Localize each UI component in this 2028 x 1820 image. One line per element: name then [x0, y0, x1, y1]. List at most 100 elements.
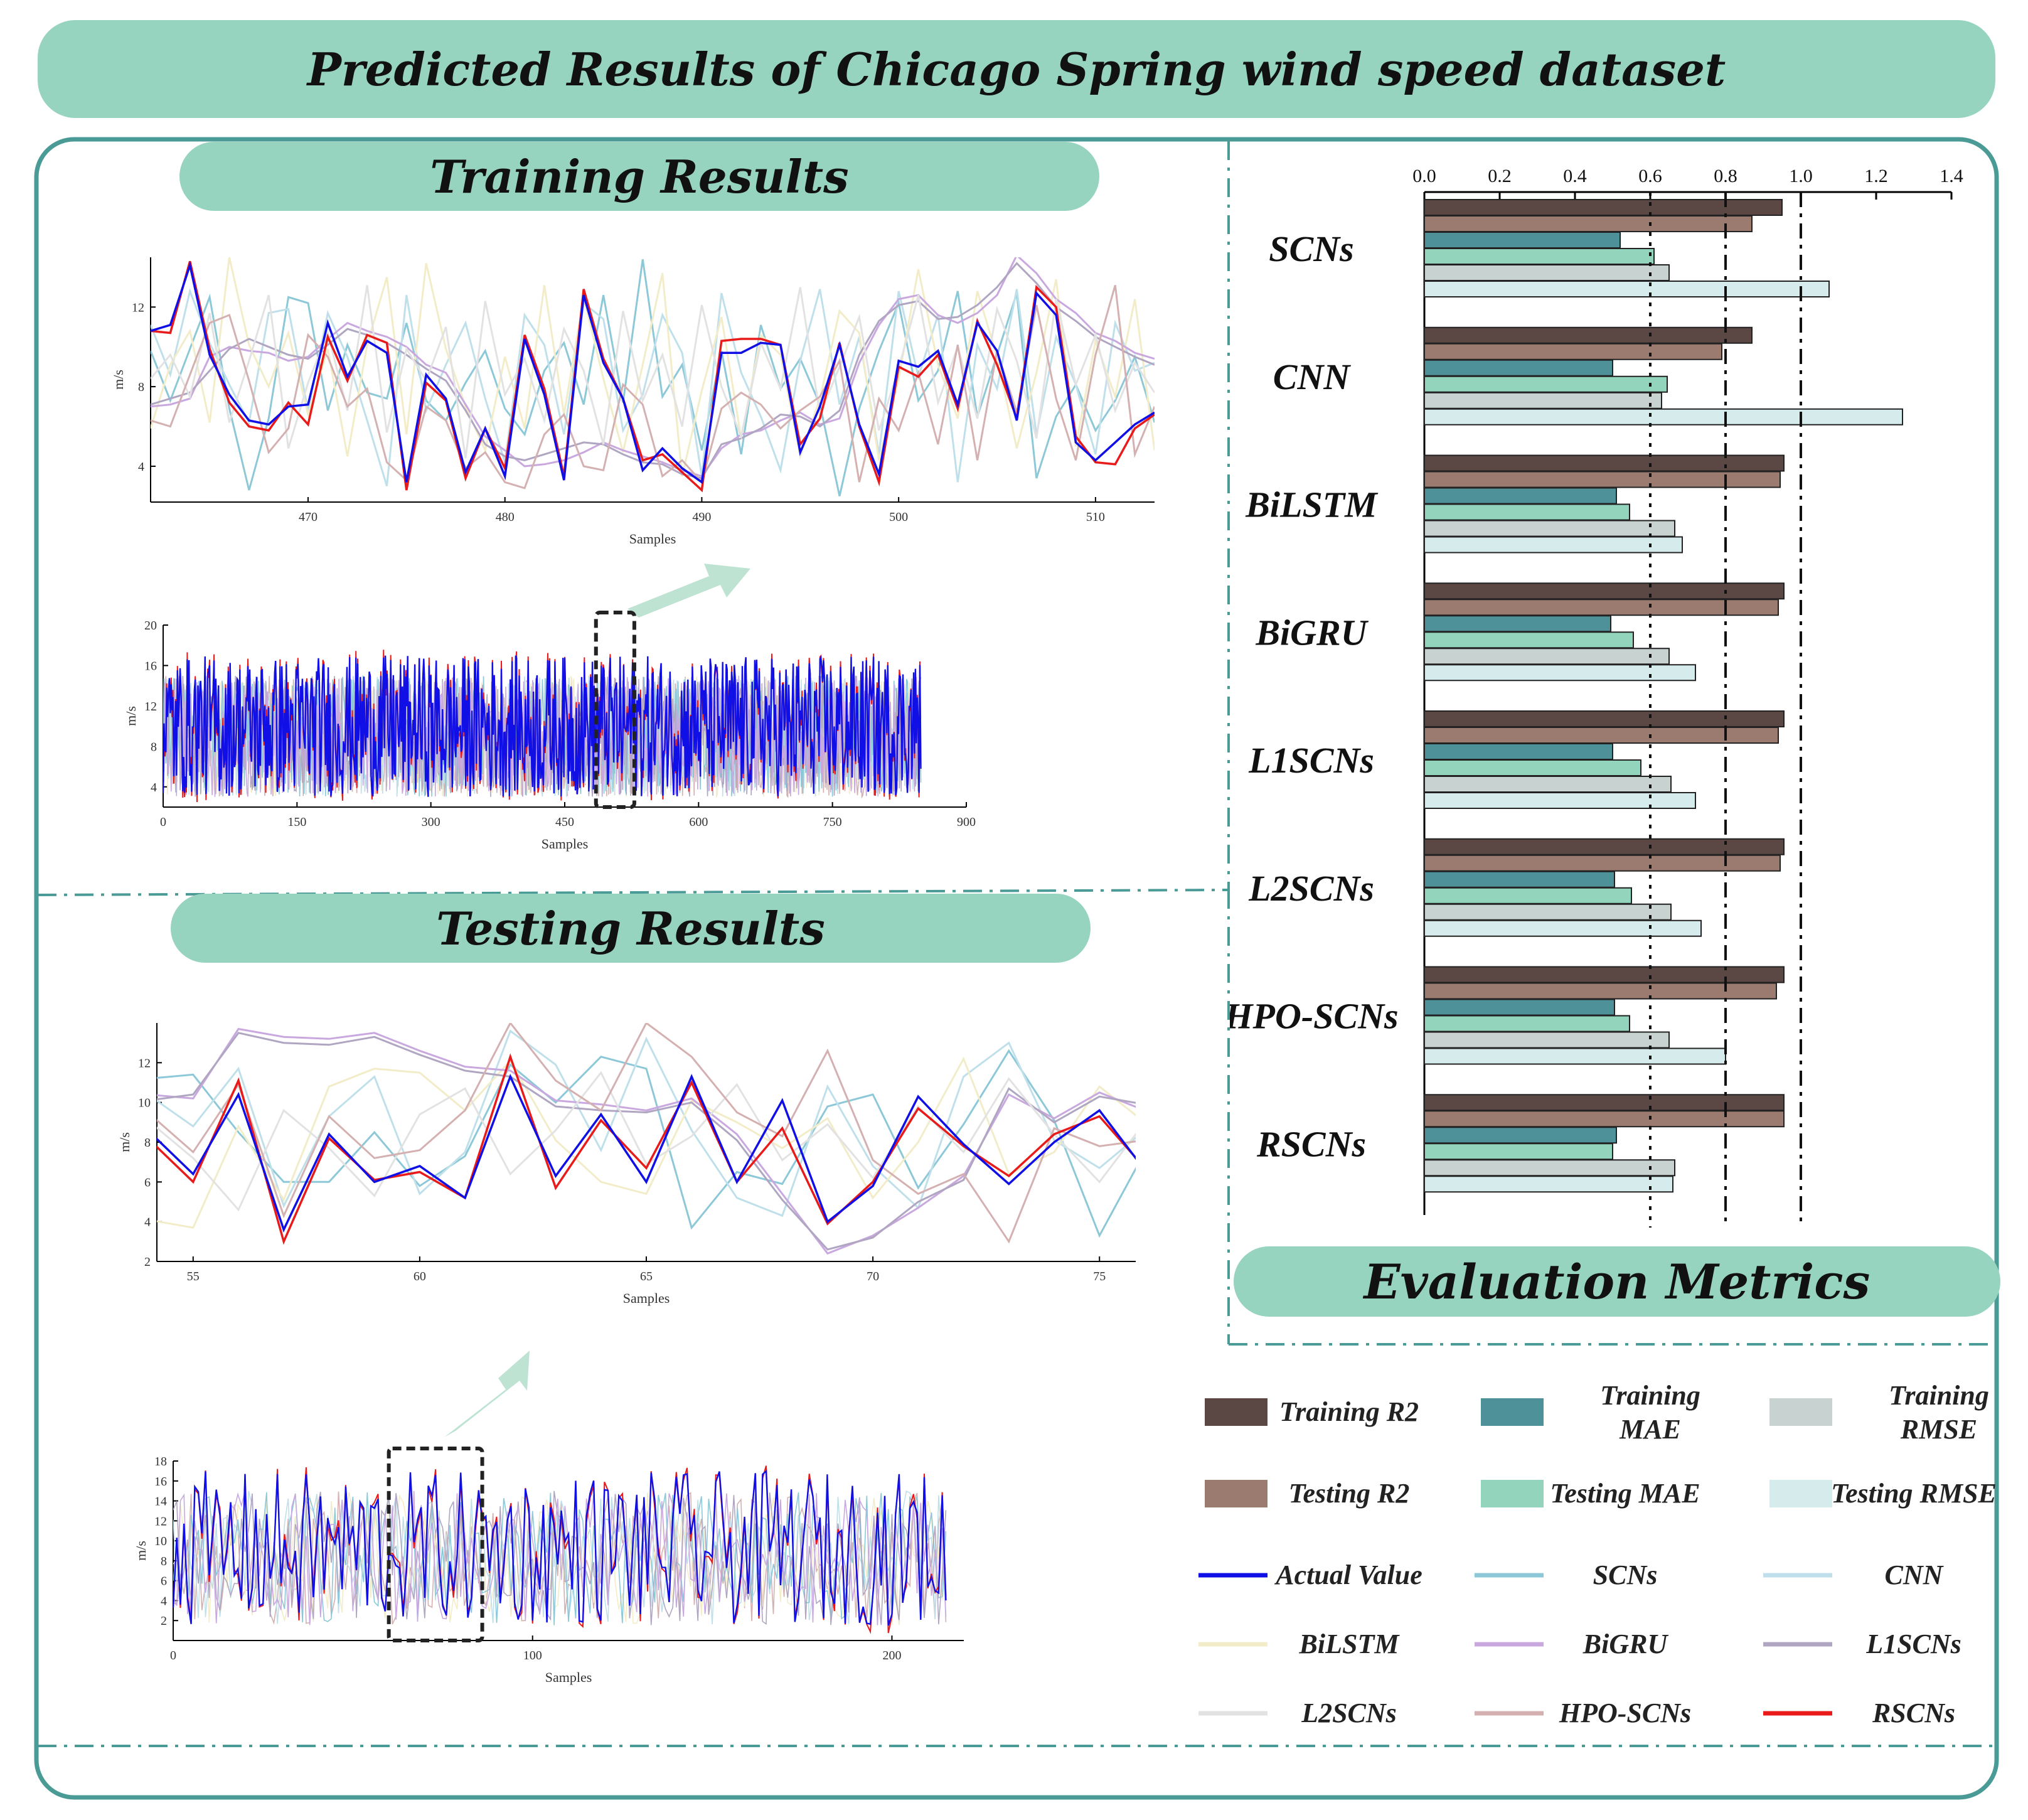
legend-label: BiLSTM: [1299, 1629, 1401, 1659]
y-tick-label: 4: [138, 460, 144, 474]
category-label: L1SCNs: [1248, 740, 1374, 781]
metric-bar: [1424, 919, 1702, 937]
metric-bar: [1424, 776, 1672, 793]
metric-bar: [1424, 743, 1613, 760]
evaluation-metrics-header: Evaluation Metrics: [1234, 1246, 2000, 1317]
metric-bar: [1424, 248, 1655, 265]
x-tick-label: 1.0: [1789, 166, 1813, 186]
metric-bar: [1424, 199, 1783, 216]
x-tick-label: 500: [889, 510, 908, 524]
x-tick-label: 480: [496, 510, 515, 524]
metric-bar: [1424, 966, 1785, 983]
metric-bar: [1424, 1159, 1675, 1177]
x-axis-label: Samples: [629, 531, 676, 547]
rscns-series-line: [151, 260, 1155, 493]
legend-label: CNN: [1885, 1560, 1945, 1590]
x-axis-label: Samples: [542, 836, 589, 852]
x-tick-label: 600: [689, 815, 708, 829]
metric-bar: [1424, 408, 1903, 426]
x-tick-label: 0.8: [1714, 166, 1737, 186]
legend-label: Training RMSE: [1889, 1380, 1989, 1445]
legend-swatch: [1205, 1480, 1268, 1507]
legend-item: Testing MAE: [1481, 1478, 1700, 1509]
page-title: Predicted Results of Chicago Spring wind…: [38, 20, 1995, 118]
x-tick-label: 1.4: [1940, 166, 1963, 186]
metric-bar: [1424, 392, 1662, 409]
metric-bar: [1424, 1143, 1613, 1160]
metric-bar: [1424, 887, 1632, 904]
x-axis-label: Samples: [623, 1290, 670, 1306]
zoom-arrow-train: [627, 564, 750, 618]
rscns-series-line: [157, 1053, 1136, 1245]
x-tick-label: 750: [823, 815, 842, 829]
metric-bar: [1424, 1175, 1673, 1193]
legend-item: BiGRU: [1475, 1629, 1668, 1659]
metric-bar: [1424, 536, 1683, 554]
metric-bar: [1424, 648, 1670, 665]
actual-series-line: [157, 1073, 1136, 1233]
y-tick-label: 12: [132, 301, 144, 314]
actual-series-line: [163, 655, 922, 797]
x-tick-label: 55: [187, 1270, 200, 1283]
model-series-line: [157, 1029, 1136, 1218]
model-series-line: [151, 262, 1155, 479]
series-group: [173, 1465, 947, 1634]
metric-bar: [1424, 870, 1615, 888]
category-label: BiGRU: [1255, 612, 1369, 653]
metric-bar: [1424, 326, 1753, 344]
legend-label: Testing R2: [1289, 1478, 1410, 1509]
legend-label: Actual Value: [1274, 1560, 1422, 1590]
metric-bar: [1424, 1031, 1670, 1049]
category-label: SCNs: [1269, 228, 1353, 269]
metric-bar: [1424, 982, 1777, 1000]
y-tick-label: 8: [161, 1555, 167, 1568]
model-series-line: [151, 285, 1155, 459]
training-results-header: Training Results: [179, 142, 1099, 211]
metric-bar: [1424, 343, 1722, 360]
y-tick-label: 12: [144, 700, 157, 714]
category-label: CNN: [1273, 356, 1352, 397]
metric-bar: [1424, 503, 1630, 521]
metrics-bar-chart: 0.0 0.2 0.4 0.6 0.8 1.0 1.2 1.4 SCNs CNN BiLSTM BiG…: [1230, 166, 1963, 1228]
metric-bar: [1424, 710, 1785, 727]
training-zoom-chart: 470 480 490 500 510 4 8 12 Samples m/s: [110, 257, 1155, 547]
x-tick-label: 470: [299, 510, 318, 524]
x-tick-label: 0.0: [1412, 166, 1436, 186]
metric-bar: [1424, 582, 1785, 600]
legend-item: HPO-SCNs: [1475, 1698, 1691, 1728]
metric-bar: [1424, 1094, 1785, 1111]
zoom-window-box: [594, 611, 636, 809]
legend-label: L1SCNs: [1865, 1629, 1961, 1659]
y-tick-label: 4: [161, 1594, 167, 1608]
legend-label: Training MAE: [1600, 1380, 1700, 1445]
model-series-line: [157, 1032, 1136, 1251]
metric-bar: [1424, 792, 1696, 809]
y-tick-label: 10: [154, 1534, 167, 1548]
metric-bar: [1424, 281, 1830, 297]
y-tick-label: 10: [138, 1096, 151, 1110]
legend-label: SCNs: [1593, 1560, 1658, 1590]
metric-bar: [1424, 838, 1785, 855]
x-tick-label: 0: [160, 815, 166, 829]
metric-bar: [1424, 520, 1675, 537]
zoom-arrow-test: [444, 1351, 530, 1437]
x-tick-label: 200: [882, 1649, 901, 1662]
legend-item: Training MAE: [1481, 1380, 1700, 1445]
x-tick-label: 100: [523, 1649, 542, 1662]
y-axis-label: m/s: [117, 1132, 132, 1152]
x-tick-label: 150: [287, 815, 306, 829]
legend-label: Testing MAE: [1550, 1478, 1700, 1509]
legend-label: L2SCNs: [1301, 1698, 1397, 1728]
category-label: L2SCNs: [1248, 868, 1374, 909]
legend-swatch: [1769, 1398, 1832, 1426]
y-tick-label: 4: [144, 1216, 151, 1229]
x-tick-label: 65: [640, 1270, 653, 1283]
y-tick-label: 8: [138, 380, 144, 394]
model-series-line: [151, 284, 1155, 490]
x-tick-label: 510: [1086, 510, 1105, 524]
category-label: RSCNs: [1256, 1123, 1366, 1164]
y-tick-label: 14: [154, 1495, 167, 1509]
model-series-line: [157, 1071, 1136, 1212]
testing-full-chart: 0 100 200 2 4 6 8 10 12 14 16 18 Samples m/s: [133, 1447, 964, 1685]
x-tick-label: 450: [555, 815, 574, 829]
